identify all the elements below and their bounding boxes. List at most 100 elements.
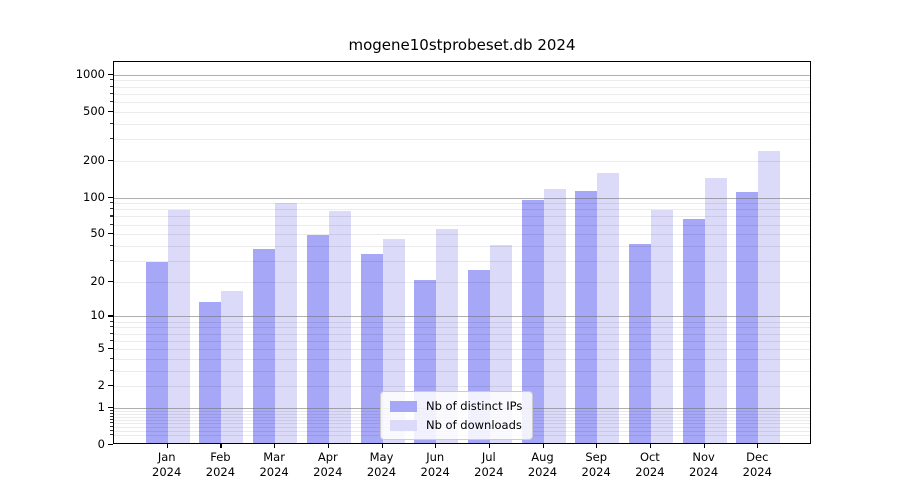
x-axis-tick-label: Jul 2024 [459,450,519,480]
chart-title: mogene10stprobeset.db 2024 [348,36,576,54]
x-tick-year: 2024 [205,465,236,479]
plot-area [113,61,811,444]
x-tick-year: 2024 [474,465,504,479]
x-axis-tick [274,444,276,448]
x-axis-tick [757,444,759,448]
y-axis-minor-tick [110,422,113,424]
y-axis-tick-label: 1000 [75,66,105,81]
y-axis-tick [108,444,113,446]
x-tick-month: Mar [263,450,285,464]
y-axis-minor-tick [110,429,113,432]
x-tick-month: Jul [481,450,496,464]
legend-row-downloads: Nb of downloads [390,418,522,432]
legend: Nb of distinct IPs Nb of downloads [380,391,534,440]
x-tick-year: 2024 [635,465,665,479]
y-axis-tick [108,406,113,408]
y-axis-minor-tick [110,215,113,217]
x-axis-tick-label: May 2024 [352,450,412,480]
x-tick-month: Feb [210,450,231,464]
bar-distinct-ips [306,235,329,443]
bar-distinct-ips [521,199,544,443]
bar-downloads [704,178,727,443]
bar-downloads [221,291,244,443]
y-axis-minor-tick [110,434,113,436]
x-axis-tick-label: Oct 2024 [620,450,680,480]
x-axis-tick-label: Apr 2024 [298,450,358,480]
x-tick-month: Nov [692,450,715,464]
x-axis-tick [596,444,598,448]
y-axis-tick [108,315,113,317]
x-axis-tick [703,444,705,448]
x-axis-tick [220,444,222,448]
x-tick-month: Oct [639,450,660,464]
y-axis-minor-tick [110,415,113,417]
y-axis-minor-tick [110,223,113,225]
y-axis-minor-tick [110,409,113,411]
y-axis-minor-tick [110,233,113,235]
y-axis-minor-tick [110,280,113,282]
y-axis-minor-tick [110,100,113,103]
y-axis-tick [108,196,113,198]
x-tick-year: 2024 [259,465,289,479]
legend-swatch-downloads [390,419,417,431]
x-tick-year: 2024 [313,465,343,479]
y-axis-minor-tick [110,244,113,247]
x-tick-month: Dec [746,450,769,464]
y-axis-minor-tick [110,122,113,124]
x-axis-tick-label: Mar 2024 [244,450,304,480]
y-axis-minor-tick [110,259,113,261]
y-axis-tick-label: 2 [97,378,105,393]
legend-label-distinct-ips: Nb of distinct IPs [426,399,523,413]
y-axis-minor-tick [110,412,113,414]
y-axis-minor-tick [110,326,113,328]
bar-distinct-ips [575,190,598,443]
bar-downloads [275,202,298,443]
y-axis-minor-tick [110,110,113,112]
legend-swatch-distinct-ips [390,400,417,412]
y-axis-minor-tick [110,208,113,210]
y-axis-minor-tick [110,418,113,420]
bar-distinct-ips [736,191,759,443]
x-tick-month: Aug [531,450,554,464]
y-axis-minor-tick [110,426,113,428]
y-axis-minor-tick [110,332,113,334]
x-tick-year: 2024 [527,465,558,479]
y-axis-minor-tick [110,320,113,322]
y-axis-tick-label: 20 [90,273,105,288]
x-tick-month: Sep [585,450,608,464]
x-tick-month: Jan [157,450,176,464]
bar-downloads [650,210,673,443]
x-axis-tick-label: Nov 2024 [674,450,734,480]
bar-downloads [543,189,566,443]
y-axis-minor-tick [110,369,113,371]
x-tick-year: 2024 [152,465,182,479]
x-tick-year: 2024 [742,465,772,479]
x-tick-year: 2024 [366,465,397,479]
x-axis-tick [381,444,383,448]
x-axis-tick [649,444,652,448]
y-axis-tick [108,73,113,75]
x-axis-tick-label: Jan 2024 [137,450,197,480]
x-axis-tick-label: Sep 2024 [566,450,626,480]
bar-distinct-ips [628,243,651,443]
x-axis-tick [327,444,329,448]
y-axis-minor-tick [110,339,113,341]
bar-distinct-ips [360,253,383,443]
bar-downloads [436,229,459,443]
legend-row-distinct-ips: Nb of distinct IPs [390,399,522,413]
y-axis-minor-tick [110,385,113,387]
bar-distinct-ips [145,262,168,443]
y-axis-tick-label: 10 [90,308,105,323]
x-axis-tick [542,444,544,448]
y-axis-minor-tick [110,137,113,140]
y-axis-minor-tick [110,202,113,204]
y-axis-tick-label: 0 [97,437,105,451]
bar-distinct-ips [199,301,222,443]
y-axis-minor-tick [110,92,113,94]
bar-distinct-ips [682,219,705,443]
y-axis-minor-tick [110,85,113,87]
y-axis-tick-label: 500 [83,103,105,118]
y-axis-minor-tick [110,347,113,350]
x-axis-tick-label: Jun 2024 [405,450,465,480]
y-axis-tick-label: 1 [97,399,105,414]
